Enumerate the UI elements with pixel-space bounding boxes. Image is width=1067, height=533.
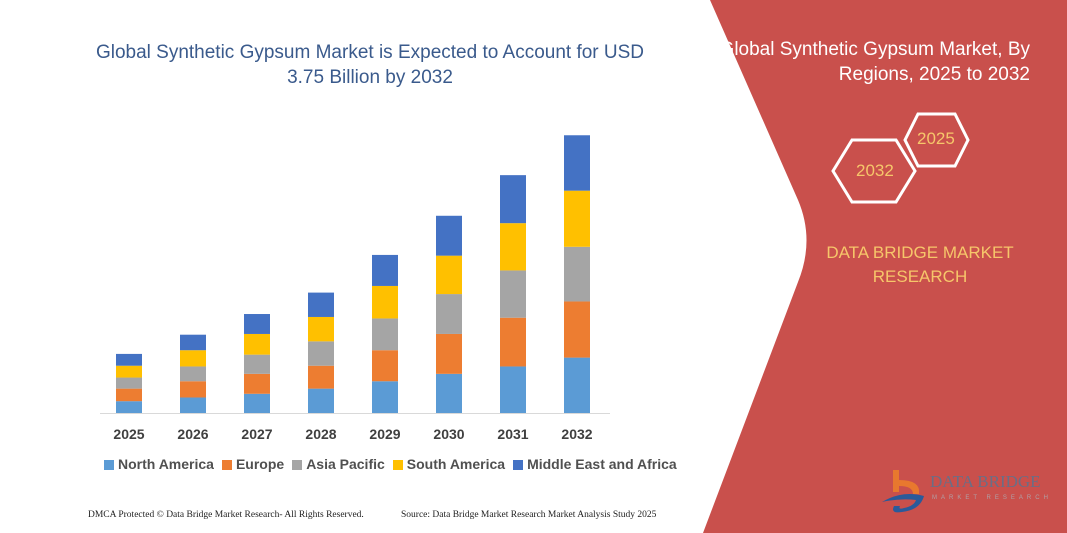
logo-text: DATA BRIDGE xyxy=(930,472,1041,491)
legend-swatch xyxy=(221,459,232,470)
bar-segment-2028-middle-east-and-africa xyxy=(308,292,334,317)
hexagon-2025 xyxy=(903,112,970,168)
bar-segment-2029-europe xyxy=(372,350,398,382)
bar-segment-2028-asia-pacific xyxy=(308,341,334,366)
bars xyxy=(116,135,590,413)
brand-text: DATA BRIDGE MARKET RESEARCH xyxy=(826,243,1014,286)
legend: North America Europe Asia Pacific South Ame… xyxy=(104,456,677,473)
legend-item: Europe xyxy=(221,456,285,473)
legend-item: South America xyxy=(392,456,506,473)
bar-segment-2032-asia-pacific xyxy=(564,246,590,302)
bar-segment-2031-middle-east-and-africa xyxy=(500,175,526,224)
bar-segment-2026-asia-pacific xyxy=(180,366,206,382)
legend-label: South America xyxy=(406,456,506,472)
bar-segment-2029-asia-pacific xyxy=(372,318,398,351)
bar-segment-2026-middle-east-and-africa xyxy=(180,334,206,351)
bar-segment-2029-middle-east-and-africa xyxy=(372,254,398,286)
x-tick-label: 2029 xyxy=(369,426,401,442)
legend-swatch xyxy=(392,459,403,470)
bar-segment-2031-south-america xyxy=(500,223,526,271)
x-tick-label: 2028 xyxy=(305,426,337,442)
legend-label: Asia Pacific xyxy=(306,456,385,472)
bar-segment-2031-europe xyxy=(500,317,526,367)
x-tick-label: 2031 xyxy=(497,426,529,442)
bar-segment-2025-middle-east-and-africa xyxy=(116,353,142,366)
red-panel xyxy=(703,0,1067,533)
x-tick-label: 2026 xyxy=(177,426,209,442)
bar-segment-2027-europe xyxy=(244,373,270,394)
hex-label-2025: 2025 xyxy=(917,129,955,148)
x-tick-label: 2030 xyxy=(433,426,465,442)
bar-segment-2026-europe xyxy=(180,381,206,398)
bar-segment-2025-asia-pacific xyxy=(116,377,142,389)
bar-segment-2030-north-america xyxy=(436,373,462,413)
bar-segment-2027-asia-pacific xyxy=(244,354,270,374)
legend-swatch xyxy=(104,459,114,470)
footer-source: Source: Data Bridge Market Research Mark… xyxy=(401,510,657,520)
legend-item: Asia Pacific xyxy=(292,456,385,473)
legend-item: North America xyxy=(104,456,214,473)
bar-segment-2025-south-america xyxy=(116,365,142,378)
bar-segment-2028-europe xyxy=(308,365,334,389)
bar-segment-2032-europe xyxy=(564,301,590,358)
bar-segment-2030-south-america xyxy=(436,255,462,295)
bar-segment-2030-middle-east-and-africa xyxy=(436,215,462,256)
chart-title: Global Synthetic Gypsum Market is Expect… xyxy=(95,42,645,88)
bar-segment-2030-asia-pacific xyxy=(436,294,462,334)
bar-segment-2029-south-america xyxy=(372,285,398,319)
bar-segment-2031-asia-pacific xyxy=(500,270,526,318)
legend-item: Middle East and Africa xyxy=(513,456,677,473)
bar-segment-2031-north-america xyxy=(500,366,526,413)
legend-label: Middle East and Africa xyxy=(527,456,677,472)
footer-copyright: DMCA Protected © Data Bridge Market Rese… xyxy=(88,510,364,520)
bar-segment-2028-north-america xyxy=(308,388,334,413)
x-tick-label: 2027 xyxy=(241,426,273,442)
regions-title: Global Synthetic Gypsum Market, By Regio… xyxy=(719,39,1030,85)
bar-segment-2025-north-america xyxy=(116,401,142,413)
x-tick-label: 2025 xyxy=(113,426,145,442)
x-tick-label: 2032 xyxy=(561,426,593,442)
bar-segment-2025-europe xyxy=(116,388,142,402)
logo-icon xyxy=(882,470,924,513)
bar-segment-2027-middle-east-and-africa xyxy=(244,314,270,334)
bar-segment-2032-north-america xyxy=(564,357,590,413)
hexagon-2032 xyxy=(831,138,917,204)
bar-segment-2027-south-america xyxy=(244,333,270,355)
logo-subtext: MARKET RESEARCH xyxy=(932,495,1052,501)
bar-segment-2032-middle-east-and-africa xyxy=(564,135,590,191)
bar-segment-2030-europe xyxy=(436,333,462,374)
legend-label: North America xyxy=(118,456,214,472)
bar-segment-2032-south-america xyxy=(564,190,590,247)
hex-label-2032: 2032 xyxy=(856,161,894,180)
legend-label: Europe xyxy=(235,456,285,472)
bar-segment-2026-south-america xyxy=(180,350,206,367)
bar-segment-2028-south-america xyxy=(308,316,334,342)
bar-segment-2026-north-america xyxy=(180,397,206,413)
bar-segment-2029-north-america xyxy=(372,381,398,413)
legend-swatch xyxy=(292,459,303,470)
bar-segment-2027-north-america xyxy=(244,393,270,413)
legend-swatch xyxy=(513,459,524,470)
